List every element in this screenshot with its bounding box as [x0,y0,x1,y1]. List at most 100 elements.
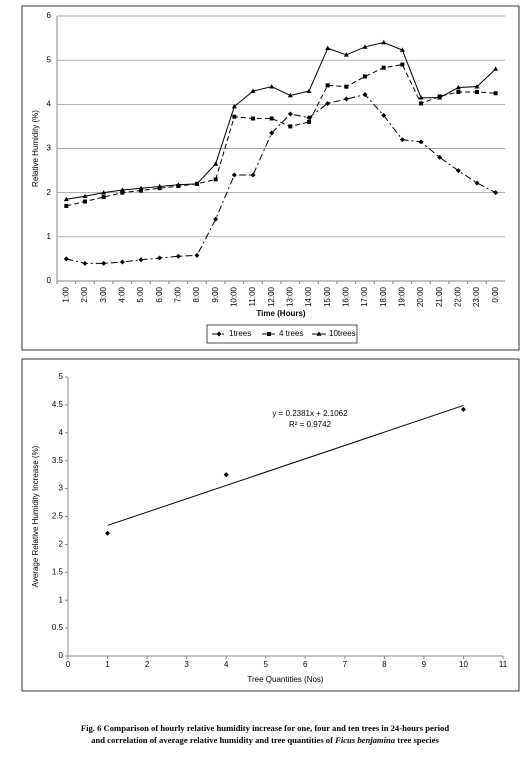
marker [400,62,405,67]
y-tick-label: 0 [59,651,64,660]
legend-label: 1trees [229,329,251,338]
annotation: R² = 0.9742 [289,420,332,429]
trendline [107,404,464,526]
marker [138,257,144,263]
y-tick-label: 0 [47,276,52,285]
marker [251,116,255,121]
marker [460,406,466,412]
marker [475,89,479,94]
x-tick-label: 3:00 [99,286,108,302]
x-tick-label: 21:00 [435,286,444,307]
x-tick-label: 8 [382,660,387,669]
x-tick-label: 22:00 [453,286,462,307]
marker [267,332,271,336]
x-tick-label: 9:00 [211,286,220,302]
x-axis-label: Time (Hours) [256,309,306,318]
y-tick-label: 4.5 [52,400,64,409]
marker [101,190,107,195]
marker [138,185,144,191]
x-tick-label: 0 [66,660,71,669]
x-tick-label: 5 [264,660,269,669]
caption: Fig. 6 Comparison of hourly relative hum… [81,723,449,733]
legend-box [206,324,358,344]
marker [474,84,480,89]
marker [362,44,368,49]
x-tick-label: 10 [459,660,468,669]
y-tick-label: 1 [47,232,52,241]
marker [213,177,218,182]
y-tick-label: 2 [47,188,52,197]
marker [325,45,331,51]
y-axis-label: Relative Humidity (%) [31,110,40,187]
y-axis-label: Average Relative Humidity Increase (%) [31,445,40,587]
series-line [66,41,497,200]
x-tick-label: 17:00 [360,286,369,307]
marker [232,114,237,119]
marker [455,84,461,90]
marker [157,183,163,189]
x-tick-label: 3 [184,660,189,669]
marker [250,172,256,178]
marker [306,88,312,93]
marker [343,52,349,57]
y-tick-label: 1 [59,595,64,604]
marker [223,472,229,478]
marker [213,216,219,222]
legend-label: 10trees [329,329,356,338]
y-tick-label: 2 [59,540,64,549]
marker [287,111,293,117]
x-tick-label: 8:00 [192,286,201,302]
marker [231,103,237,109]
y-tick-label: 3 [47,144,52,153]
marker [493,91,498,96]
x-tick-label: 2:00 [80,286,89,302]
marker [325,83,330,88]
marker [362,92,368,98]
marker [213,161,219,166]
marker [119,187,125,192]
marker [437,95,443,100]
x-tick-label: 6:00 [155,286,164,302]
x-tick-label: 11:00 [248,286,257,306]
caption-part: and correlation of average relative humi… [91,735,335,745]
y-tick-label: 3.5 [52,456,64,465]
x-tick-label: 0:00 [491,286,500,302]
marker [175,182,181,187]
x-tick-label: 12:00 [267,286,276,307]
marker [287,92,293,98]
marker [418,95,424,100]
x-tick-label: 4:00 [117,286,126,302]
x-tick-label: 6 [303,660,308,669]
marker [231,172,237,178]
x-tick-label: 7:00 [173,286,182,302]
x-tick-label: 11 [499,660,508,669]
x-tick-label: 9 [422,660,427,669]
x-tick-label: 23:00 [472,286,481,307]
x-tick-label: 19:00 [397,286,406,307]
x-tick-label: 5:00 [136,286,145,302]
marker [119,259,125,265]
marker [64,203,69,208]
y-tick-label: 6 [47,11,52,20]
marker [269,116,274,121]
y-tick-label: 5 [47,55,52,64]
marker [101,195,106,200]
marker [363,74,367,79]
marker [399,137,405,143]
marker [316,331,322,336]
marker [105,530,111,536]
caption-species: Ficus benjamina [334,735,396,745]
x-tick-label: 16:00 [341,286,350,307]
marker [418,139,424,145]
caption-part: tree species [395,735,439,745]
marker [344,84,349,89]
x-tick-label: 15:00 [323,286,332,307]
marker [307,120,311,124]
y-tick-label: 4 [47,99,52,108]
x-tick-label: 13:00 [285,286,294,307]
x-tick-label: 1 [105,660,110,669]
x-tick-label: 10:00 [229,286,238,307]
x-tick-label: 2 [145,660,150,669]
